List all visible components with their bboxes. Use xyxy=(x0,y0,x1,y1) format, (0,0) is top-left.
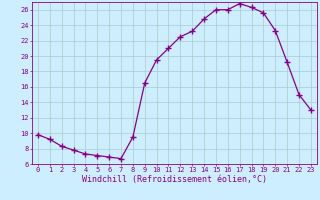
X-axis label: Windchill (Refroidissement éolien,°C): Windchill (Refroidissement éolien,°C) xyxy=(82,175,267,184)
